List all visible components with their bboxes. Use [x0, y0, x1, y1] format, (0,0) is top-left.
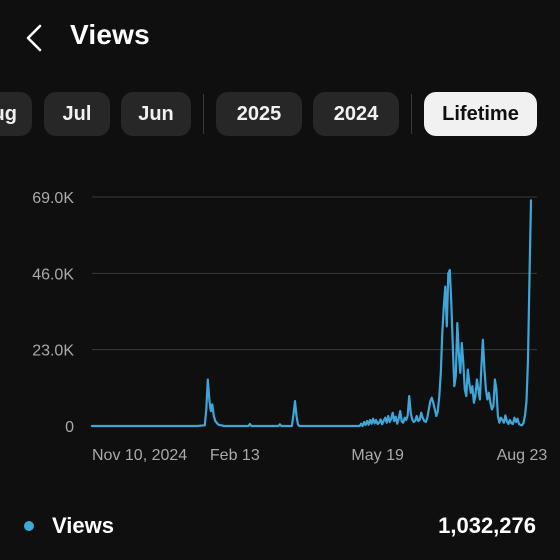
y-tick-label: 46.0K — [32, 266, 74, 283]
x-tick-label: Nov 10, 2024 — [92, 447, 187, 464]
x-tick-label: Feb 13 — [210, 447, 260, 464]
legend-row: Views 1,032,276 — [0, 506, 560, 546]
views-chart: 0 23.0K 46.0K 69.0K Nov 10, 2024 Feb 13 May 19… — [32, 190, 548, 464]
legend-label: Views — [52, 513, 114, 538]
y-tick-label: 0 — [65, 419, 74, 436]
period-selector: Aug Jul Jun 2025 2024 Lifetime — [0, 92, 560, 136]
chip-lifetime[interactable]: Lifetime — [424, 92, 537, 136]
x-tick-label: Aug 23 — [497, 447, 548, 464]
series-color-dot — [24, 521, 34, 531]
chip-divider — [203, 94, 204, 134]
header: Views — [0, 0, 560, 76]
x-tick-label: May 19 — [351, 447, 404, 464]
y-tick-label: 23.0K — [32, 343, 74, 360]
chip-jun[interactable]: Jun — [121, 92, 191, 136]
chip-2025[interactable]: 2025 — [216, 92, 302, 136]
chip-aug[interactable]: Aug — [0, 92, 32, 136]
chevron-left-icon — [26, 24, 42, 52]
page-title: Views — [70, 19, 150, 50]
chip-jul[interactable]: Jul — [44, 92, 110, 136]
back-button[interactable] — [14, 18, 54, 58]
chip-2024[interactable]: 2024 — [313, 92, 399, 136]
y-tick-label: 69.0K — [32, 190, 74, 207]
total-views: 1,032,276 — [438, 513, 536, 538]
chip-divider — [411, 94, 412, 134]
series-line-views — [90, 199, 533, 428]
